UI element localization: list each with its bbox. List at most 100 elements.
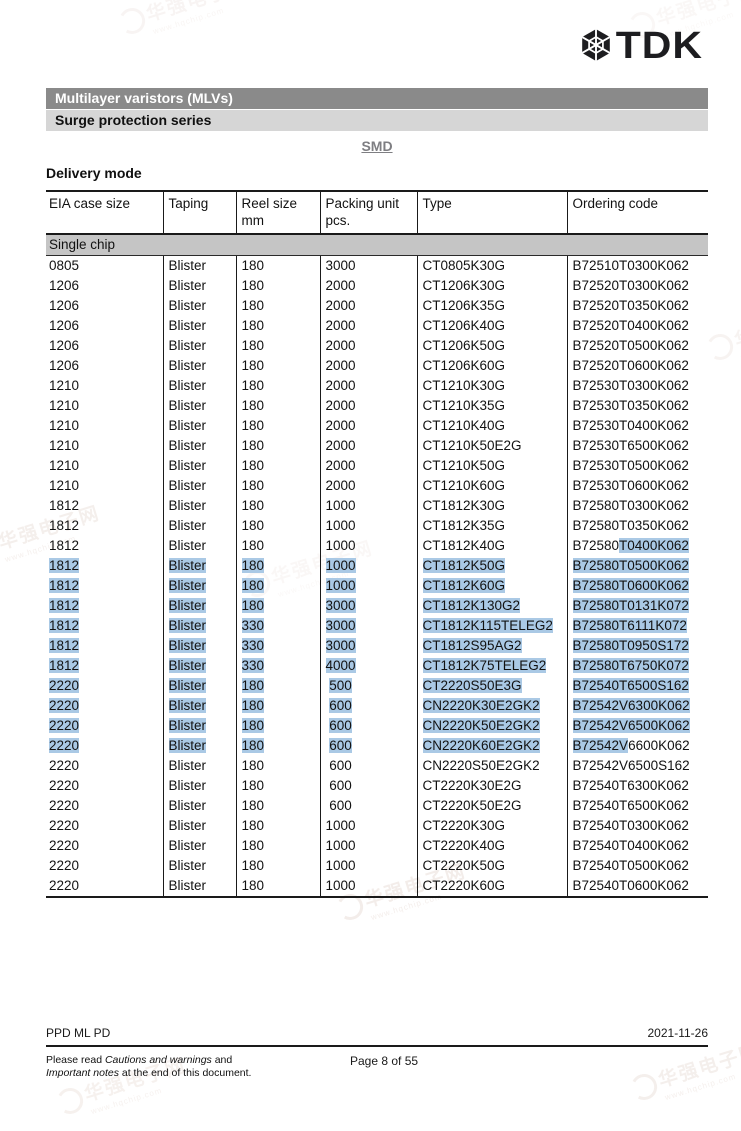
- watermark-url: www.hqchip.com: [618, 1059, 741, 1117]
- table-cell: 180: [236, 796, 320, 816]
- smd-link[interactable]: SMD: [361, 138, 392, 154]
- table-cell: 180: [236, 676, 320, 696]
- table-cell: CT1206K30G: [417, 276, 567, 296]
- table-cell: Blister: [163, 616, 236, 636]
- table-cell: 180: [236, 376, 320, 396]
- table-cell: 1210: [46, 396, 163, 416]
- table-cell: 2220: [46, 856, 163, 876]
- selected-text: T0400K062: [619, 538, 689, 553]
- footer-note: Please read Cautions and warnings and Im…: [46, 1054, 251, 1080]
- table-cell: Blister: [163, 516, 236, 536]
- column-header: EIA case size: [46, 191, 163, 234]
- table-cell: 2220: [46, 776, 163, 796]
- table-cell: 1210: [46, 376, 163, 396]
- table-cell: 600: [320, 756, 417, 776]
- watermark-swirl-icon: [704, 331, 736, 363]
- selected-text: 600: [329, 718, 352, 733]
- table-cell: 1206: [46, 276, 163, 296]
- selected-text: 4000: [326, 658, 356, 673]
- selected-text: 180: [242, 598, 265, 613]
- selected-text: 180: [242, 578, 265, 593]
- table-cell: Blister: [163, 776, 236, 796]
- watermark: 华强电子网 www.hqchip.com: [99, 0, 272, 50]
- table-cell: 2000: [320, 396, 417, 416]
- table-cell: Blister: [163, 496, 236, 516]
- table-cell: B72540T0400K062: [567, 836, 708, 856]
- table-cell: CN2220K60E2GK2: [417, 736, 567, 756]
- table-cell: B72540T0500K062: [567, 856, 708, 876]
- selected-text: 2220: [49, 678, 79, 693]
- table-cell: 2220: [46, 756, 163, 776]
- footer-date: 2021-11-26: [648, 1026, 709, 1040]
- table-cell: 180: [236, 456, 320, 476]
- table-cell: 2220: [46, 676, 163, 696]
- table-cell: 1000: [320, 856, 417, 876]
- selected-text: Blister: [169, 658, 207, 673]
- table-cell: B72542V6500K062: [567, 716, 708, 736]
- table-cell: Blister: [163, 396, 236, 416]
- table-cell: 1206: [46, 336, 163, 356]
- table-cell: 1812: [46, 636, 163, 656]
- table-cell: 500: [320, 676, 417, 696]
- selected-text: B72542V6300K062: [573, 698, 690, 713]
- table-cell: CT1210K50G: [417, 456, 567, 476]
- table-cell: 1206: [46, 316, 163, 336]
- table-cell: CT2220K30E2G: [417, 776, 567, 796]
- table-cell: 2220: [46, 696, 163, 716]
- table-cell: B72542V6600K062: [567, 736, 708, 756]
- selected-text: 1812: [49, 658, 79, 673]
- table-cell: B72580T0600K062: [567, 576, 708, 596]
- selected-text: 180: [242, 558, 265, 573]
- table-cell: Blister: [163, 876, 236, 897]
- table-cell: B72520T0400K062: [567, 316, 708, 336]
- table-cell: 180: [236, 356, 320, 376]
- watermark-text: 华强电子网: [732, 301, 741, 352]
- table-cell: Blister: [163, 536, 236, 556]
- table-cell: 330: [236, 656, 320, 676]
- smd-link-container: SMD: [46, 138, 708, 156]
- selected-text: B72580T0131K072: [573, 598, 689, 613]
- table-cell: 330: [236, 616, 320, 636]
- table-cell: 1000: [320, 576, 417, 596]
- table-cell: Blister: [163, 356, 236, 376]
- table-cell: 1000: [320, 516, 417, 536]
- table-cell: B72542V6500S162: [567, 756, 708, 776]
- table-cell: Blister: [163, 736, 236, 756]
- selected-text: 500: [329, 678, 352, 693]
- table-cell: 180: [236, 336, 320, 356]
- table-cell: 2000: [320, 356, 417, 376]
- table-cell: 600: [320, 716, 417, 736]
- selected-text: 1812: [49, 598, 79, 613]
- table-cell: B72530T0300K062: [567, 376, 708, 396]
- selected-text: 180: [242, 718, 265, 733]
- table-cell: CT1210K40G: [417, 416, 567, 436]
- selected-text: 2220: [49, 718, 79, 733]
- table-cell: 2000: [320, 476, 417, 496]
- table-cell: 1000: [320, 556, 417, 576]
- table-cell: CT0805K30G: [417, 256, 567, 277]
- table-cell: Blister: [163, 276, 236, 296]
- table-cell: 1206: [46, 356, 163, 376]
- table-cell: Blister: [163, 836, 236, 856]
- table-cell: CT1812S95AG2: [417, 636, 567, 656]
- table-cell: 2220: [46, 876, 163, 897]
- table-cell: Blister: [163, 256, 236, 277]
- table-cell: B72540T6500K062: [567, 796, 708, 816]
- table-cell: 0805: [46, 256, 163, 277]
- table-cell: B72520T0300K062: [567, 276, 708, 296]
- selected-text: Blister: [169, 698, 207, 713]
- table-cell: 1210: [46, 436, 163, 456]
